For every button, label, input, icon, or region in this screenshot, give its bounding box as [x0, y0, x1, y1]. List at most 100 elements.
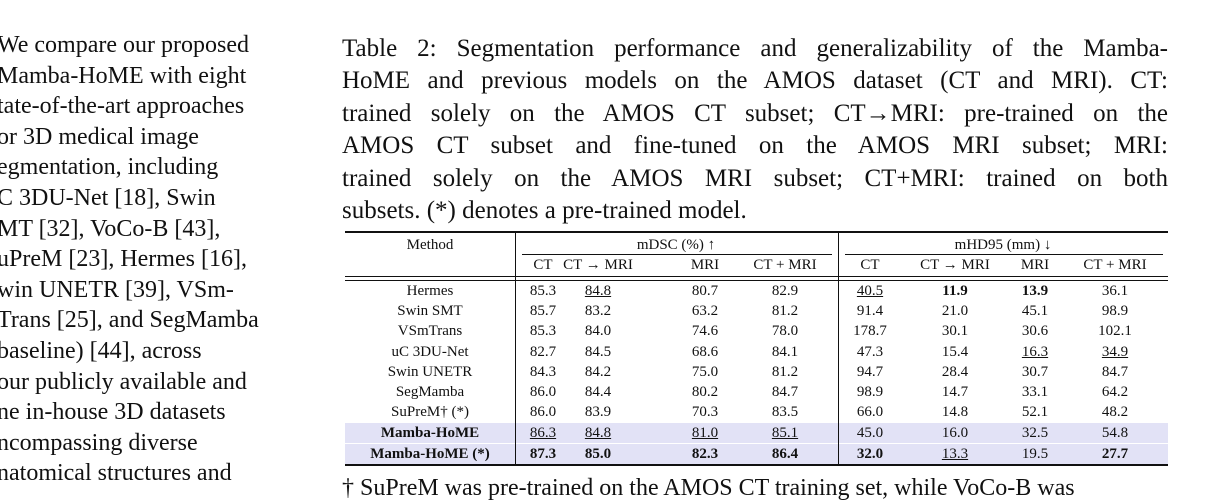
group-header: mHD95 (mm) ↓	[954, 237, 1052, 253]
table-cell: 82.7	[529, 344, 557, 360]
row-highlight	[345, 423, 1168, 443]
table-cell: Swin UNETR	[387, 364, 473, 380]
table-cell: 86.0	[529, 384, 557, 400]
table-cell: 68.6	[691, 344, 719, 360]
table-cell: 84.5	[584, 344, 612, 360]
table-cell: 47.3	[856, 344, 884, 360]
table-cell: 81.0	[691, 425, 719, 441]
table-cell: 98.9	[1101, 303, 1129, 319]
caption-line: HoME and previous models on the AMOS dat…	[342, 67, 1168, 95]
column-header: CT → MRI	[563, 257, 633, 273]
table-cell: 45.1	[1021, 303, 1049, 319]
table-cell: 94.7	[856, 364, 884, 380]
table-cell: 81.2	[771, 364, 799, 380]
table-cell: 86.4	[771, 446, 799, 462]
text-line: Trans [25], and SegMamba	[0, 307, 259, 334]
table-cell: 85.1	[771, 425, 799, 441]
caption-line: subsets. (*) denotes a pre-trained model…	[342, 197, 747, 224]
footnote: † SuPreM was pre-trained on the AMOS CT …	[342, 475, 1075, 501]
table-cell: 178.7	[853, 323, 887, 339]
column-header: Method	[406, 237, 454, 253]
table-cell: 81.2	[771, 303, 799, 319]
table-cell: 48.2	[1101, 404, 1129, 420]
column-header: CT	[860, 257, 880, 273]
table-cell: 84.8	[584, 425, 612, 441]
column-header: MRI	[690, 257, 720, 273]
text-line: uPreM [23], Hermes [16],	[0, 246, 247, 273]
table-cell: 36.1	[1101, 283, 1129, 299]
row-highlight	[345, 444, 1168, 464]
table-rule	[522, 254, 832, 255]
table-cell: 86.0	[529, 404, 557, 420]
table-cell: Mamba-HoME	[380, 425, 480, 441]
table-cell: 87.3	[529, 446, 557, 462]
column-header: CT → MRI	[920, 257, 990, 273]
table-cell: 85.0	[584, 446, 612, 462]
table-cell: 32.0	[856, 446, 884, 462]
table-cell: 84.1	[771, 344, 799, 360]
text-line: tate-of-the-art approaches	[0, 93, 245, 120]
table-cell: Mamba-HoME (*)	[370, 446, 490, 462]
table-rule	[345, 231, 1168, 233]
table-cell: 98.9	[856, 384, 884, 400]
table-cell: Swin SMT	[397, 303, 463, 319]
table-cell: 83.2	[584, 303, 612, 319]
table-cell: 40.5	[856, 283, 884, 299]
caption-line: trained solely on the AMOS CT subset; CT…	[342, 99, 1168, 127]
table-rule	[345, 276, 1168, 277]
table-cell: 11.9	[942, 283, 968, 299]
column-header: CT + MRI	[753, 257, 817, 273]
table-cell: 84.8	[584, 283, 612, 299]
table-cell: 80.2	[691, 384, 719, 400]
caption-line: trained solely on the AMOS MRI subset; C…	[342, 164, 1168, 192]
table-cell: 75.0	[691, 364, 719, 380]
table-cell: 82.9	[771, 283, 799, 299]
column-header: CT	[533, 257, 553, 273]
text-line: or 3D medical image	[0, 123, 199, 150]
table-cell: 30.6	[1021, 323, 1049, 339]
text-line: our publicly available and	[0, 368, 247, 395]
table-cell: 13.3	[941, 446, 969, 462]
text-line: We compare our proposed	[0, 32, 249, 58]
table-cell: 45.0	[856, 425, 884, 441]
table-cell: 84.7	[771, 384, 799, 400]
table-cell: 34.9	[1101, 344, 1129, 360]
table-cell: 85.7	[529, 303, 557, 319]
table-cell: 102.1	[1098, 323, 1132, 339]
table-cell: 66.0	[856, 404, 884, 420]
table-cell: 33.1	[1021, 384, 1049, 400]
table-cell: 83.5	[771, 404, 799, 420]
table-cell: 86.3	[529, 425, 557, 441]
table-cell: 84.4	[584, 384, 612, 400]
table-cell: 84.0	[584, 323, 612, 339]
table-cell: 30.1	[941, 323, 969, 339]
table-cell: 84.2	[584, 364, 612, 380]
table-rule	[838, 232, 839, 464]
table-cell: 85.3	[529, 283, 557, 299]
caption-line: Table 2: Segmentation performance and ge…	[342, 35, 1168, 62]
table-cell: 16.0	[941, 425, 969, 441]
table-rule	[515, 232, 516, 464]
table-cell: 84.7	[1101, 364, 1129, 380]
text-line: C 3DU-Net [18], Swin	[0, 185, 216, 211]
table-cell: 16.3	[1021, 344, 1049, 360]
table-cell: 82.3	[691, 446, 719, 462]
text-line: Mamba-HoME with eight	[0, 62, 247, 89]
table-cell: 63.2	[691, 303, 719, 319]
table-cell: 78.0	[771, 323, 799, 339]
table-cell: SegMamba	[395, 384, 465, 400]
table-cell: 19.5	[1021, 446, 1049, 462]
table-cell: 32.5	[1021, 425, 1049, 441]
table-cell: 84.3	[529, 364, 557, 380]
text-line: MT [32], VoCo-B [43],	[0, 215, 221, 242]
table-cell: 14.7	[941, 384, 969, 400]
text-line: win UNETR [39], VSm-	[0, 276, 234, 303]
text-line: natomical structures and	[0, 460, 232, 487]
column-header: CT + MRI	[1083, 257, 1147, 273]
table-rule	[345, 464, 1168, 466]
table-cell: 74.6	[691, 323, 719, 339]
table-cell: 14.8	[941, 404, 969, 420]
table-rule	[845, 254, 1163, 255]
text-line: baseline) [44], across	[0, 338, 202, 364]
table-cell: 85.3	[529, 323, 557, 339]
